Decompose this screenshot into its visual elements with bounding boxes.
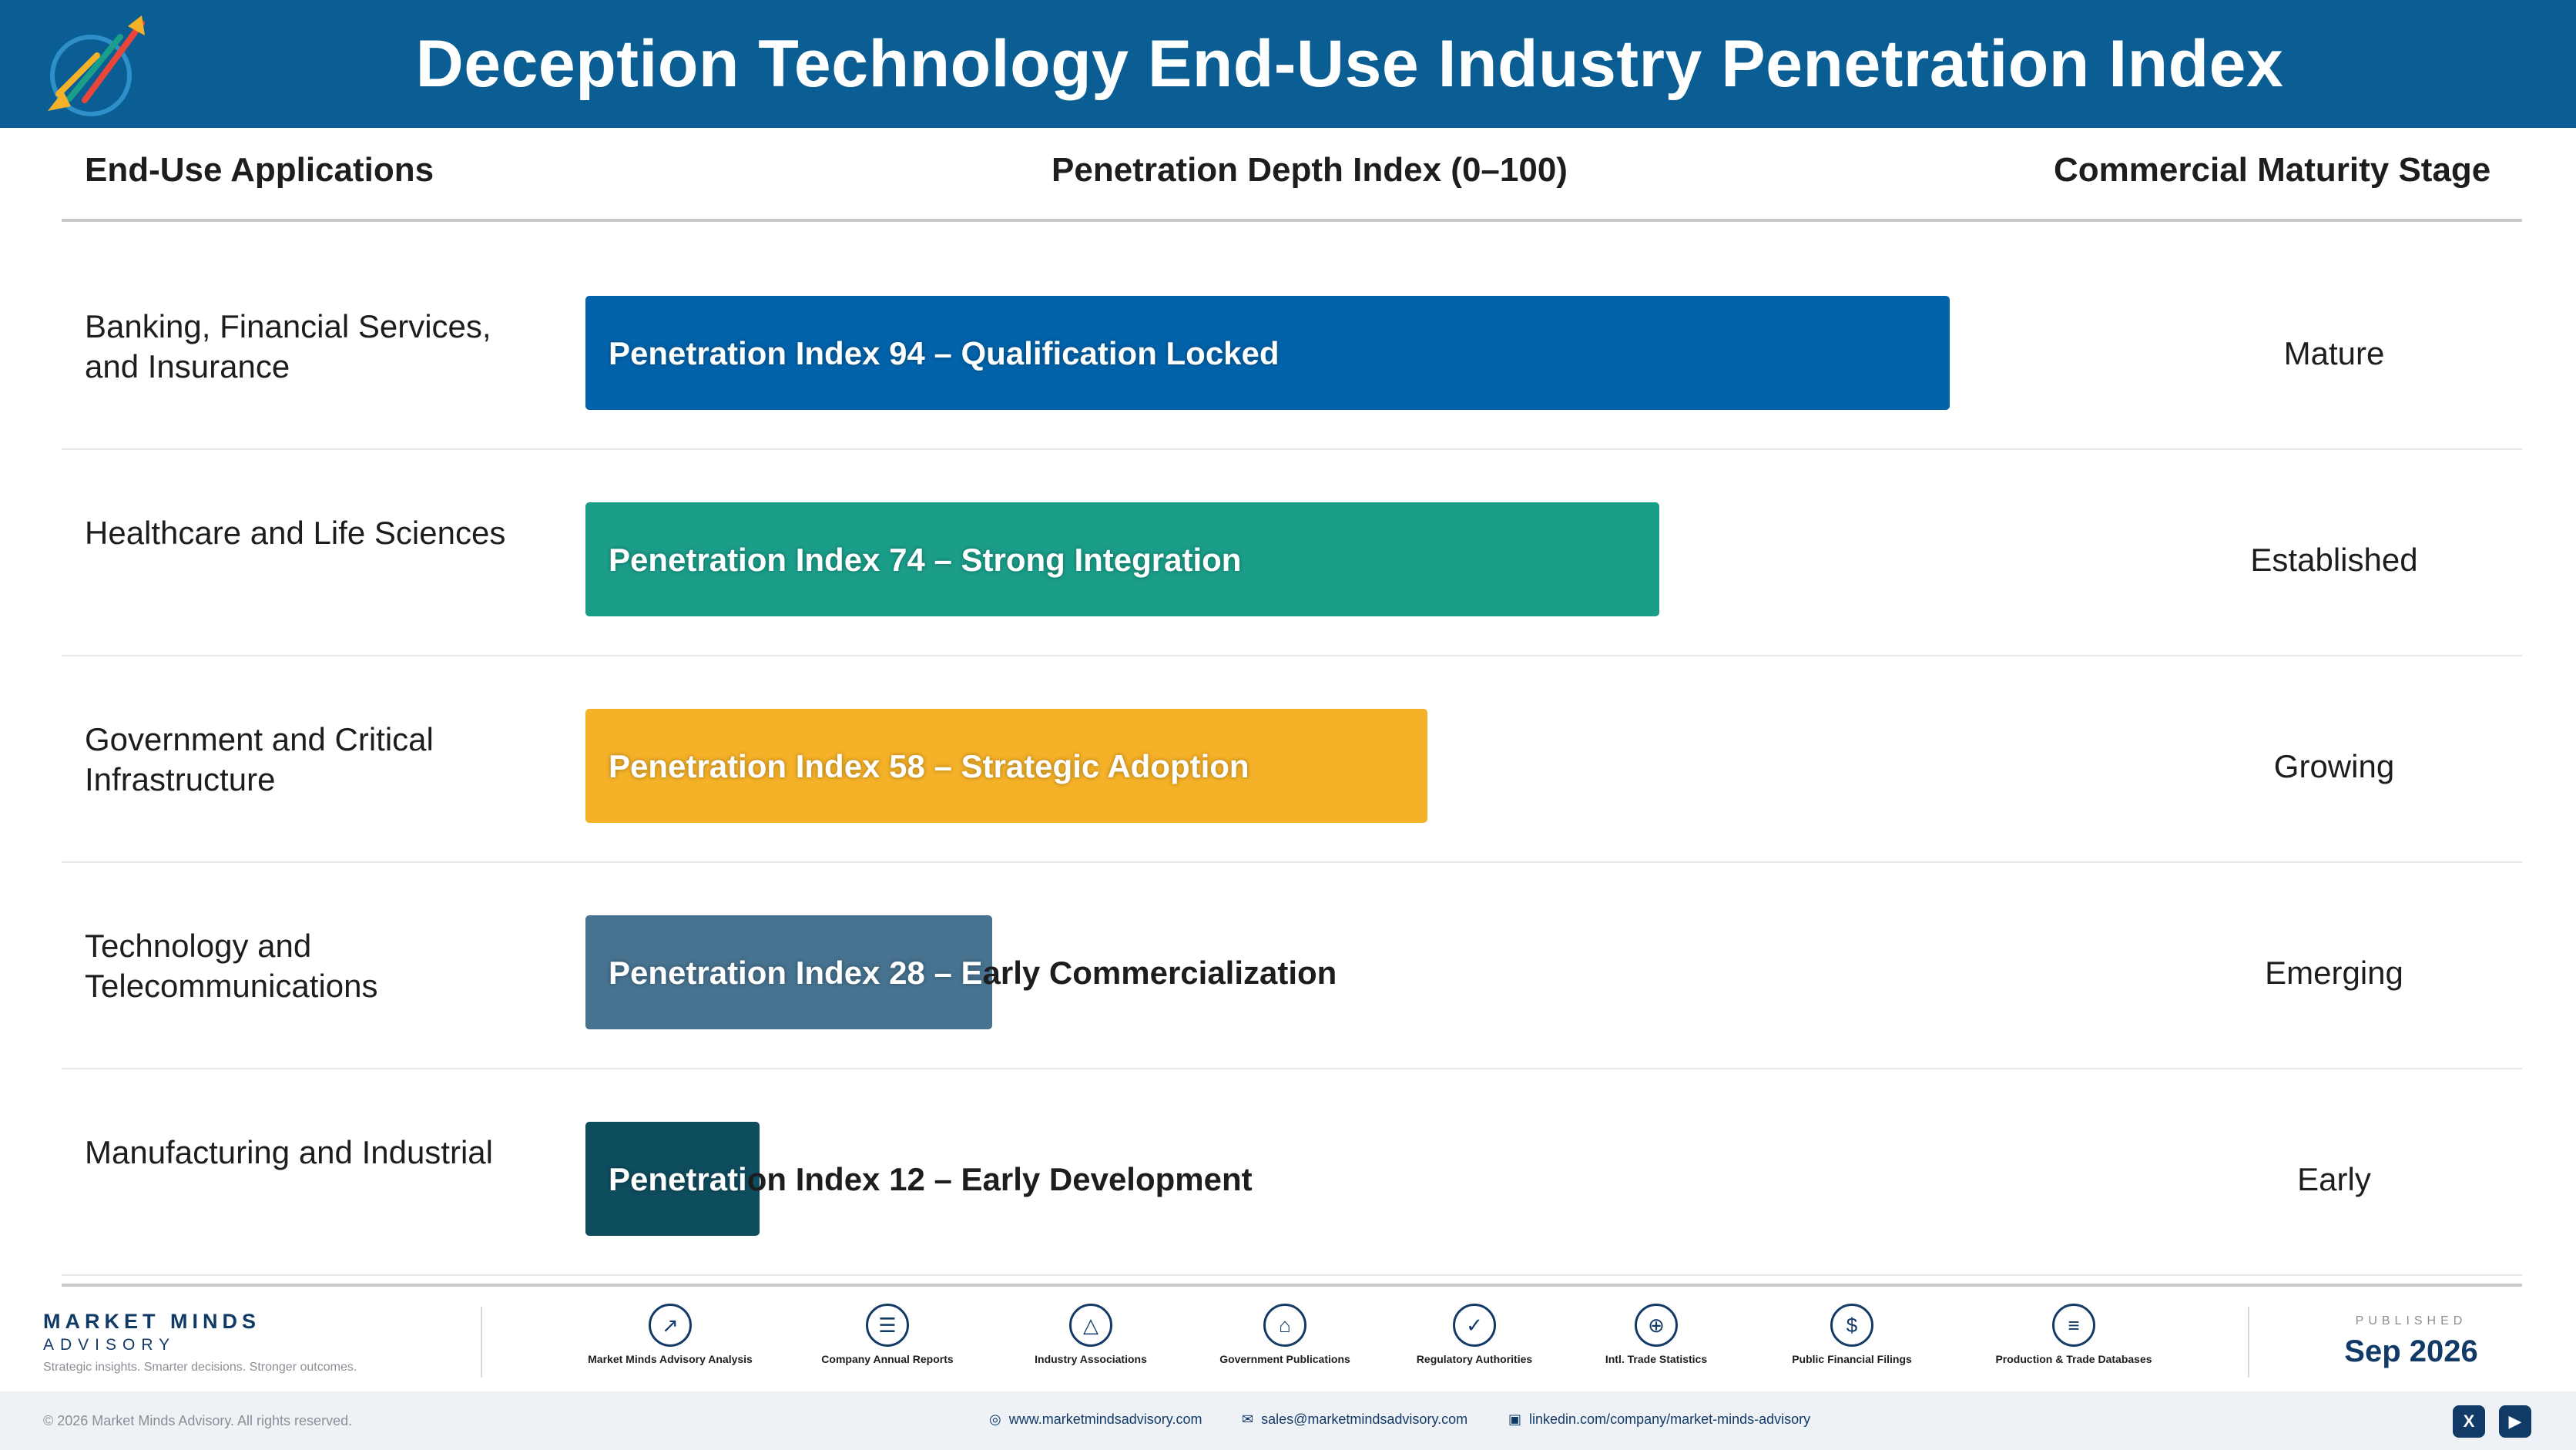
bar-value-label: Penetration Index 74 – Strong Integratio… — [609, 542, 1242, 578]
database-icon: ≡ — [2052, 1304, 2095, 1347]
network-icon: △ — [1069, 1304, 1112, 1347]
bar-value-label: Penetration Index 28 – Early Commerciali… — [609, 955, 1337, 991]
chart-row: Technology and Telecommunications Penetra… — [62, 863, 2522, 1069]
source-label: Public Financial Filings — [1792, 1353, 1912, 1365]
youtube-social-icon[interactable]: ▶ — [2499, 1405, 2531, 1438]
footer-divider — [2248, 1307, 2249, 1378]
x-social-icon[interactable]: X — [2453, 1405, 2485, 1438]
chart-row: Government and Critical Infrastructure Pe… — [62, 656, 2522, 863]
application-label: Healthcare and Life Sciences — [85, 515, 506, 551]
source-item: ⊕ Intl. Trade Statistics — [1571, 1304, 1741, 1366]
application-label: Technology and Telecommunications — [85, 928, 378, 1004]
published-date: Sep 2026 — [2344, 1334, 2478, 1368]
chart-row: Healthcare and Life Sciences Penetration … — [62, 450, 2522, 656]
source-item: ⌂ Government Publications — [1200, 1304, 1370, 1366]
government-building-icon: ⌂ — [1263, 1304, 1306, 1347]
source-label: Industry Associations — [1035, 1353, 1147, 1365]
row-divider — [62, 655, 2522, 656]
chart-row: Banking, Financial Services, and Insuran… — [62, 243, 2522, 450]
penetration-bar — [585, 502, 1659, 616]
globe-icon: ◎ — [989, 1411, 1001, 1427]
application-label: Government and Critical Infrastructure — [85, 721, 434, 797]
chart-bottom-divider — [62, 1284, 2522, 1287]
header-divider — [62, 219, 2522, 222]
maturity-stage-label: Emerging — [2265, 955, 2403, 991]
maturity-stage-label: Early — [2297, 1161, 2371, 1197]
published-label: PUBLISHED — [2355, 1314, 2467, 1327]
brand-name: MARKET MINDS — [43, 1310, 260, 1333]
bar-value-label: Penetration Index 12 – Early Development — [609, 1161, 1253, 1197]
mail-icon: ✉ — [1242, 1411, 1254, 1427]
source-label: Company Annual Reports — [821, 1353, 954, 1365]
bar-value-label: Penetration Index 58 – Strategic Adoptio… — [609, 748, 1249, 784]
linkedin-icon: ▣ — [1508, 1411, 1522, 1427]
footer: MARKET MINDS ADVISORY Strategic insights… — [0, 1296, 2576, 1387]
brand-tagline: Strategic insights. Smarter decisions. S… — [43, 1361, 357, 1374]
penetration-bar — [585, 915, 992, 1029]
company-logo — [43, 9, 151, 120]
maturity-stage-label: Growing — [2273, 748, 2395, 784]
row-divider — [62, 448, 2522, 450]
application-label: Manufacturing and Industrial — [85, 1134, 493, 1170]
header-banner: Deception Technology End-Use Industry Pe… — [0, 0, 2576, 128]
penetration-bar — [585, 1122, 760, 1236]
maturity-stage-label: Established — [2250, 542, 2418, 578]
linkedin-link[interactable]: ▣ linkedin.com/company/market-minds-advis… — [1508, 1411, 1810, 1428]
copyright-text: © 2026 Market Minds Advisory. All rights… — [43, 1413, 353, 1428]
source-label: Regulatory Authorities — [1416, 1353, 1533, 1365]
linkedin-text: linkedin.com/company/market-minds-adviso… — [1529, 1411, 1811, 1427]
source-label: Market Minds Advisory Analysis — [588, 1353, 753, 1365]
email-link[interactable]: ✉ sales@marketmindsadvisory.com — [1242, 1411, 1467, 1428]
column-header-penetration-index: Penetration Depth Index (0–100) — [1052, 151, 1568, 189]
globe-icon: ⊕ — [1635, 1304, 1678, 1347]
row-divider — [62, 1068, 2522, 1069]
bar-value-label: Penetration Index 94 – Qualification Loc… — [609, 335, 1280, 371]
document-icon: ☰ — [866, 1304, 909, 1347]
email-text: sales@marketmindsadvisory.com — [1261, 1411, 1468, 1427]
contact-bar: © 2026 Market Minds Advisory. All rights… — [0, 1391, 2576, 1450]
source-item: △ Industry Associations — [1006, 1304, 1176, 1366]
source-item: ☰ Company Annual Reports — [803, 1304, 972, 1366]
coin-icon: $ — [1830, 1304, 1873, 1347]
source-item: ≡ Production & Trade Databases — [1989, 1304, 2158, 1366]
footer-divider — [481, 1307, 482, 1378]
source-item: ↗ Market Minds Advisory Analysis — [585, 1304, 755, 1366]
column-header-applications: End-Use Applications — [85, 151, 434, 189]
shield-check-icon: ✓ — [1453, 1304, 1496, 1347]
maturity-stage-label: Mature — [2283, 335, 2385, 371]
brand-subname: ADVISORY — [43, 1336, 176, 1354]
page-title: Deception Technology End-Use Industry Pe… — [415, 27, 2284, 101]
source-item: $ Public Financial Filings — [1767, 1304, 1937, 1366]
trend-chart-icon: ↗ — [649, 1304, 692, 1347]
source-label: Government Publications — [1219, 1353, 1350, 1365]
chart-row: Manufacturing and Industrial Penetration … — [62, 1069, 2522, 1276]
row-divider — [62, 1274, 2522, 1276]
application-label: Banking, Financial Services, and Insuran… — [85, 308, 491, 384]
website-text: www.marketmindsadvisory.com — [1008, 1411, 1202, 1427]
source-label: Intl. Trade Statistics — [1605, 1353, 1708, 1365]
penetration-bar — [585, 296, 1950, 410]
website-link[interactable]: ◎ www.marketmindsadvisory.com — [989, 1411, 1202, 1428]
penetration-bar — [585, 709, 1427, 823]
column-header-maturity-stage: Commercial Maturity Stage — [2054, 151, 2491, 189]
source-item: ✓ Regulatory Authorities — [1390, 1304, 1559, 1366]
row-divider — [62, 861, 2522, 863]
source-label: Production & Trade Databases — [1995, 1353, 2152, 1365]
